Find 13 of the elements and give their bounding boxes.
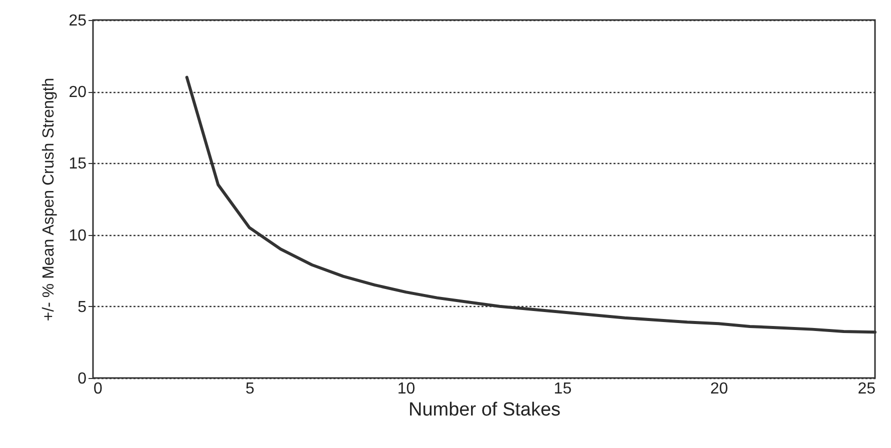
x-tick-label: 25 [858,380,876,398]
x-tick-label: 5 [245,380,254,398]
y-tick-label: 25 [68,12,87,30]
x-tick-label: 10 [397,380,416,398]
y-axis-title: +/- % Mean Aspen Crush Strength [40,78,58,322]
x-tick-label: 20 [710,380,728,398]
x-tick-label: 15 [554,380,572,398]
y-tick-label: 10 [68,227,87,244]
x-axis-title: Number of Stakes [408,400,561,420]
x-tick-label: 0 [94,380,102,398]
y-tick-label: 5 [78,298,87,316]
y-tick-label: 15 [68,156,87,173]
y-tick-label: 20 [68,84,87,102]
